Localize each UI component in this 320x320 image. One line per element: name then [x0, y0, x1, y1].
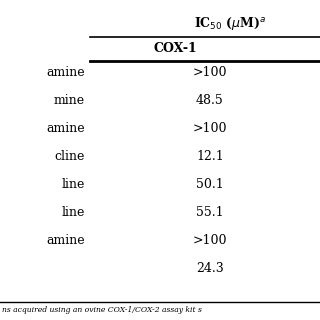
Text: COX-1: COX-1 [153, 42, 197, 55]
Text: 24.3: 24.3 [196, 262, 224, 276]
Text: 55.1: 55.1 [196, 206, 224, 220]
Text: >100: >100 [193, 67, 227, 79]
Text: line: line [62, 206, 85, 220]
Text: ns acquired using an ovine COX-1/COX-2 assay kit s: ns acquired using an ovine COX-1/COX-2 a… [2, 306, 202, 314]
Text: line: line [62, 179, 85, 191]
Text: 48.5: 48.5 [196, 94, 224, 108]
Text: amine: amine [46, 235, 85, 247]
Text: mine: mine [54, 94, 85, 108]
Text: amine: amine [46, 67, 85, 79]
Text: >100: >100 [193, 235, 227, 247]
Text: amine: amine [46, 123, 85, 135]
Text: >100: >100 [193, 123, 227, 135]
Text: cline: cline [55, 150, 85, 164]
Text: IC$_{50}$ ($\mu$M)$^a$: IC$_{50}$ ($\mu$M)$^a$ [194, 15, 266, 32]
Text: 50.1: 50.1 [196, 179, 224, 191]
Text: 12.1: 12.1 [196, 150, 224, 164]
